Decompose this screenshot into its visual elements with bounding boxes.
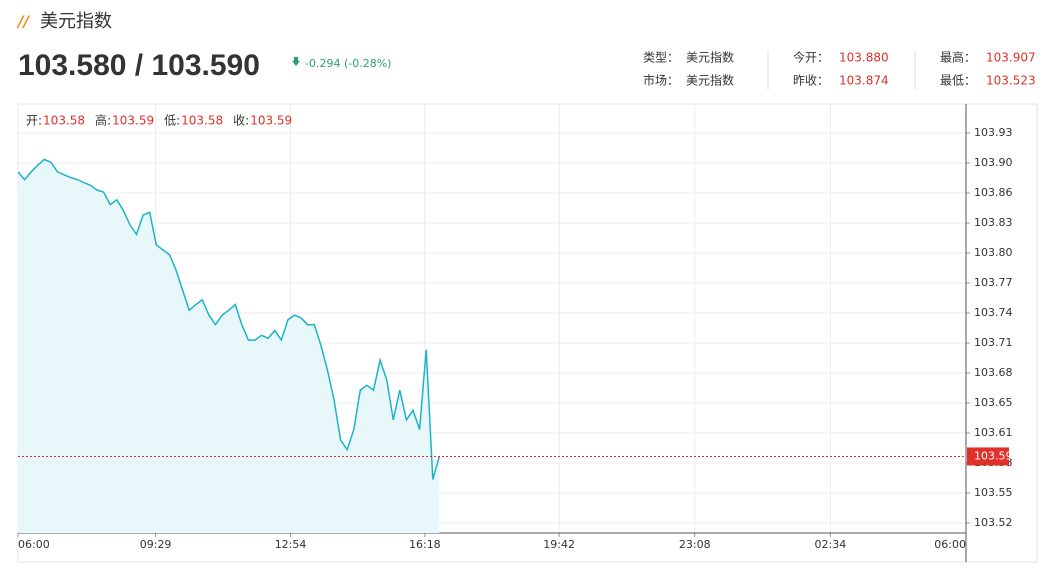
info-label: 市场： [643,73,679,88]
info-value: 103.907 [986,51,1036,65]
ohlc-label: 低: [164,114,180,128]
y-tick-label: 103.77 [974,276,1013,289]
x-tick-label: 12:54 [275,538,307,551]
info-label: 最高： [940,50,976,65]
ohlc-value: 103.58 [43,114,85,128]
y-tick-label: 103.93 [974,126,1013,139]
y-tick-label: 103.83 [974,216,1013,229]
info-value: 103.523 [986,74,1036,88]
info-value: 美元指数 [686,50,734,65]
x-tick-label: 06:00 [18,538,50,551]
ohlc-label: 高: [95,113,111,128]
ohlc-label: 收: [233,114,249,128]
x-tick-label: 19:42 [543,538,575,551]
x-tick-label: 16:18 [409,538,441,551]
ohlc-value: 103.58 [181,114,223,128]
page-title: 美元指数 [40,11,112,32]
info-value: 美元指数 [686,73,734,88]
y-tick-label: 103.86 [974,186,1013,199]
x-tick-label: 02:34 [815,538,847,551]
down-arrow [292,57,300,66]
y-tick-label: 103.74 [974,306,1013,319]
price-line [17,158,441,480]
area [18,159,440,533]
info-value: 103.880 [839,51,889,65]
y-tick-label: 103.65 [974,396,1013,409]
ohlc-value: 103.59 [250,114,292,128]
y-tick-label: 103.55 [974,486,1013,499]
current-price-label: 103.59 [974,449,1013,462]
info-label: 类型： [643,51,679,65]
y-tick-label: 103.61 [974,426,1013,439]
info-label: 昨收： [793,74,829,88]
price: 103.580 / 103.590 [18,49,260,82]
info-value: 103.874 [839,74,889,88]
x-tick-label: 23:08 [679,538,711,551]
price-change: -0.294 (-0.28%) [305,57,391,70]
x-tick-label: 09:29 [140,538,172,551]
ohlc-value: 103.59 [112,114,154,128]
y-tick-label: 103.71 [974,336,1013,349]
x-tick-label: 06:00 [934,538,966,551]
y-tick-label: 103.68 [974,366,1013,379]
info-label: 今开： [793,50,829,65]
info-label: 最低： [940,74,976,88]
y-tick-label: 103.90 [974,156,1013,169]
y-tick-label: 103.80 [974,246,1013,259]
y-tick-label: 103.52 [974,516,1013,529]
ohlc-label: 开: [26,114,42,128]
current-price-tag [967,447,1009,466]
logo: // [16,13,30,31]
